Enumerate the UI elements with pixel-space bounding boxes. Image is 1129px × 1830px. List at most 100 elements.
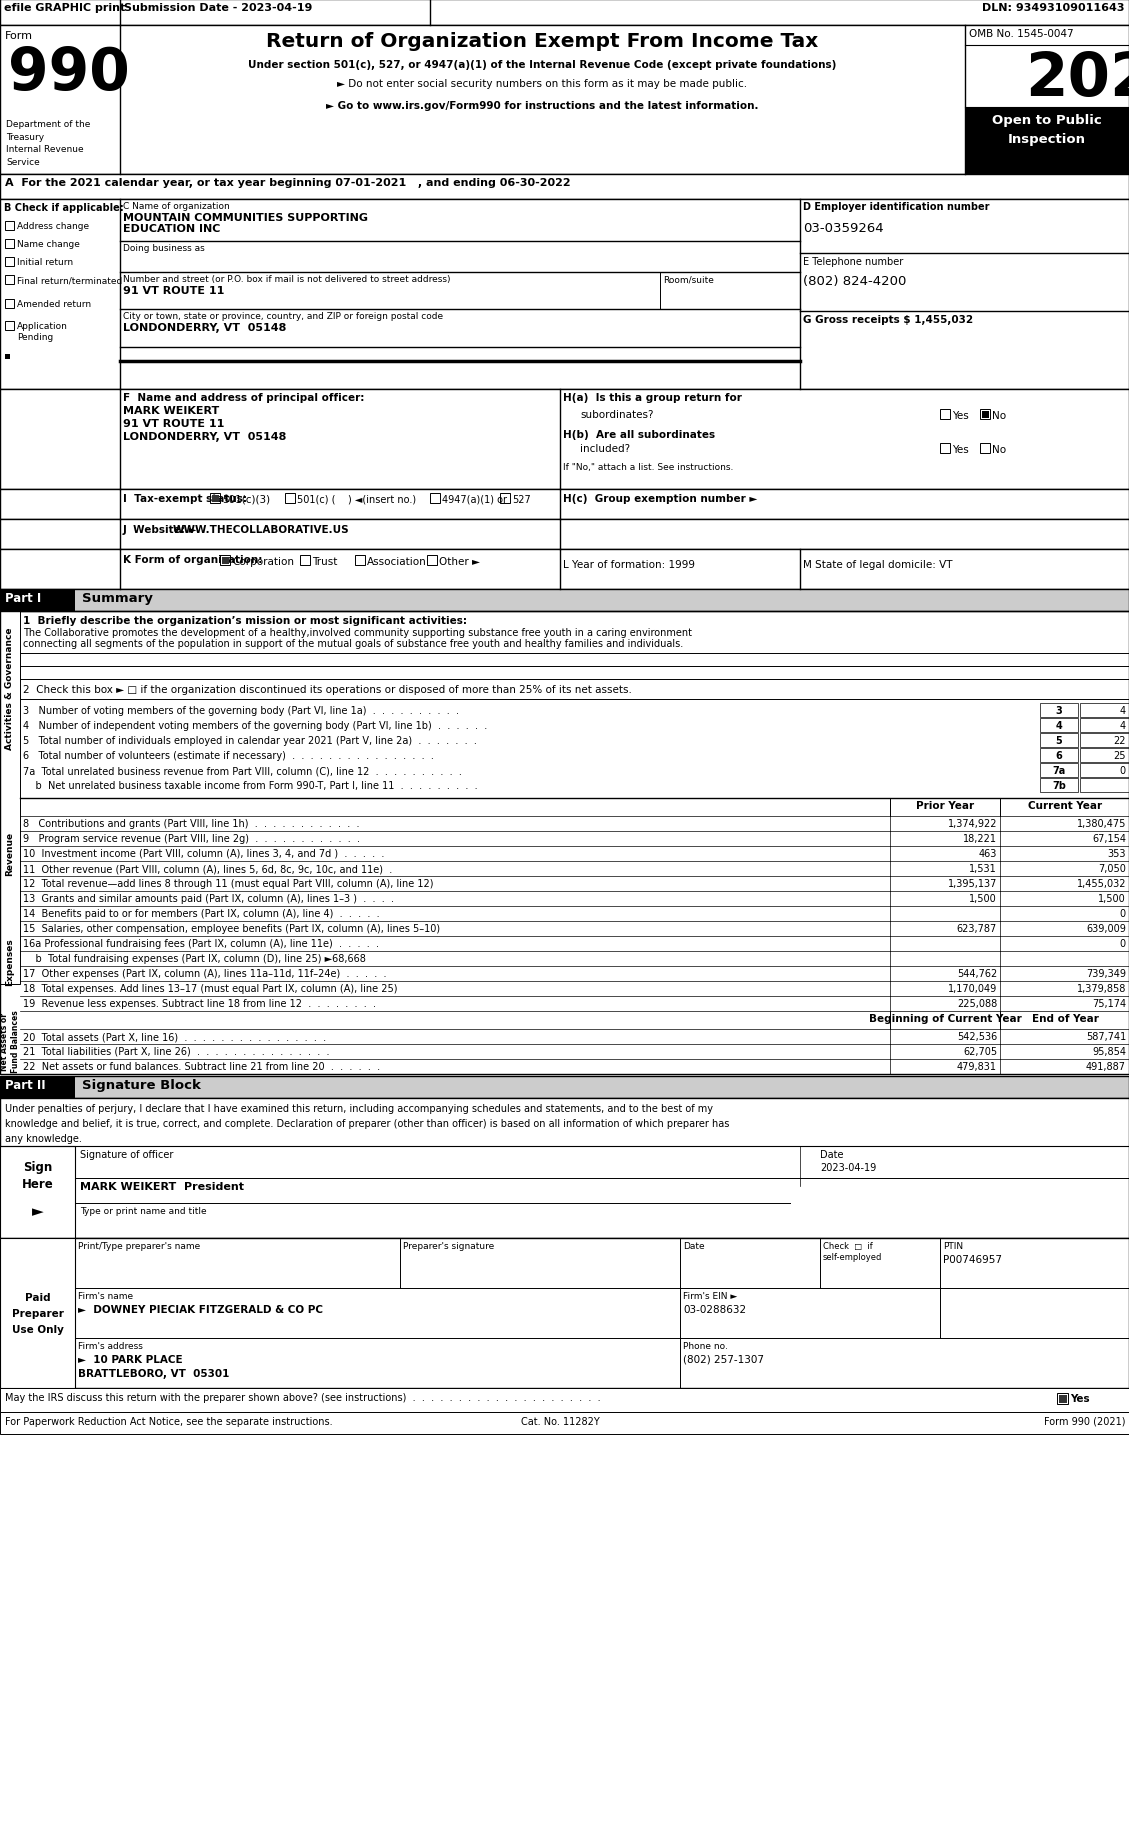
Text: P00746957: P00746957 [943,1254,1003,1265]
Bar [5,300,14,309]
Text: b  Net unrelated business taxable income from Form 990-T, Part I, line 11  .  . : b Net unrelated business taxable income … [23,781,478,791]
Text: 587,741: 587,741 [1086,1032,1126,1041]
Text: Current Year: Current Year [1027,800,1102,811]
Text: 0: 0 [1120,765,1126,776]
Bar [427,556,437,565]
Text: The Collaborative promotes the development of a healthy,involved community suppo: The Collaborative promotes the developme… [23,628,692,637]
Bar [0,611,20,985]
Bar [0,1239,1129,1389]
Text: Yes: Yes [952,445,969,454]
Bar [1080,734,1129,748]
Text: 8   Contributions and grants (Part VIII, line 1h)  .  .  .  .  .  .  .  .  .  . : 8 Contributions and grants (Part VIII, l… [23,818,359,829]
Text: 225,088: 225,088 [956,999,997,1008]
Text: Activities & Governance: Activities & Governance [6,628,15,750]
Bar [221,556,228,564]
Text: (802) 824-4200: (802) 824-4200 [803,274,907,287]
Text: EDUCATION INC: EDUCATION INC [123,223,220,234]
Bar [1040,748,1078,763]
Bar [0,0,1129,26]
Text: Room/suite: Room/suite [663,274,714,284]
Text: 12  Total revenue—add lines 8 through 11 (must equal Part VIII, column (A), line: 12 Total revenue—add lines 8 through 11 … [23,878,434,889]
Bar [1080,703,1129,717]
Text: 353: 353 [1108,849,1126,858]
Text: 463: 463 [979,849,997,858]
Text: included?: included? [580,443,630,454]
Text: ►  DOWNEY PIECIAK FITZGERALD & CO PC: ► DOWNEY PIECIAK FITZGERALD & CO PC [78,1305,323,1314]
Text: A  For the 2021 calendar year, or tax year beginning 07-01-2021   , and ending 0: A For the 2021 calendar year, or tax yea… [5,178,570,188]
Text: 95,854: 95,854 [1092,1047,1126,1056]
Text: 6   Total number of volunteers (estimate if necessary)  .  .  .  .  .  .  .  .  : 6 Total number of volunteers (estimate i… [23,750,434,761]
Text: 542,536: 542,536 [956,1032,997,1041]
Text: G Gross receipts $ 1,455,032: G Gross receipts $ 1,455,032 [803,315,973,324]
Bar [0,1146,75,1239]
Text: Number and street (or P.O. box if mail is not delivered to street address): Number and street (or P.O. box if mail i… [123,274,450,284]
Text: 4: 4 [1120,721,1126,730]
Text: 1,500: 1,500 [1099,893,1126,904]
Text: 16a Professional fundraising fees (Part IX, column (A), line 11e)  .  .  .  .  .: 16a Professional fundraising fees (Part … [23,939,379,948]
Bar [1057,1393,1068,1404]
Text: 75,174: 75,174 [1092,999,1126,1008]
Bar [5,240,14,249]
Text: 13  Grants and similar amounts paid (Part IX, column (A), lines 1–3 )  .  .  .  : 13 Grants and similar amounts paid (Part… [23,893,394,904]
Bar [0,1413,1129,1435]
Text: B Check if applicable:: B Check if applicable: [5,203,124,212]
Text: If "No," attach a list. See instructions.: If "No," attach a list. See instructions… [563,463,734,472]
Text: ► Go to www.irs.gov/Form990 for instructions and the latest information.: ► Go to www.irs.gov/Form990 for instruct… [326,101,759,112]
Text: D Employer identification number: D Employer identification number [803,201,989,212]
Bar [0,1076,75,1098]
Text: 1  Briefly describe the organization’s mission or most significant activities:: 1 Briefly describe the organization’s mi… [23,615,467,626]
Text: 18,221: 18,221 [963,833,997,844]
Text: 7b: 7b [1052,781,1066,791]
Text: 527: 527 [511,494,531,505]
Bar [220,556,230,565]
Text: 7a  Total unrelated business revenue from Part VIII, column (C), line 12  .  .  : 7a Total unrelated business revenue from… [23,765,462,776]
Text: 7a: 7a [1052,765,1066,776]
Text: M State of legal domicile: VT: M State of legal domicile: VT [803,560,953,569]
Text: Department of the
Treasury
Internal Revenue
Service: Department of the Treasury Internal Reve… [6,121,90,167]
Bar [0,549,1129,589]
Text: Yes: Yes [952,410,969,421]
Text: F  Name and address of principal officer:: F Name and address of principal officer: [123,393,365,403]
Bar [0,490,1129,520]
Text: K Form of organization:: K Form of organization: [123,554,262,565]
Text: LONDONDERRY, VT  05148: LONDONDERRY, VT 05148 [123,322,287,333]
Text: 22: 22 [1113,736,1126,745]
Text: 3: 3 [1056,706,1062,716]
Bar [981,412,989,419]
Text: Date: Date [820,1149,843,1160]
Text: 1,395,137: 1,395,137 [947,878,997,889]
Text: Paid
Preparer
Use Only: Paid Preparer Use Only [12,1292,64,1334]
Text: 1,380,475: 1,380,475 [1077,818,1126,829]
Text: No: No [992,445,1006,454]
Text: Phone no.: Phone no. [683,1341,728,1351]
Text: ►  10 PARK PLACE: ► 10 PARK PLACE [78,1354,183,1363]
Text: Firm's EIN ►: Firm's EIN ► [683,1292,737,1301]
Text: Association: Association [367,556,427,567]
Bar [980,443,990,454]
Text: Under section 501(c), 527, or 4947(a)(1) of the Internal Revenue Code (except pr: Under section 501(c), 527, or 4947(a)(1)… [247,60,837,70]
Bar [0,1076,1129,1098]
Bar [0,1098,1129,1239]
Text: Preparer's signature: Preparer's signature [403,1241,495,1250]
Bar [0,611,1129,1074]
Bar [5,221,14,231]
Text: 0: 0 [1120,939,1126,948]
Text: Prior Year: Prior Year [916,800,974,811]
Text: 1,531: 1,531 [970,864,997,873]
Text: ► Do not enter social security numbers on this form as it may be made public.: ► Do not enter social security numbers o… [336,79,747,90]
Text: 4   Number of independent voting members of the governing body (Part VI, line 1b: 4 Number of independent voting members o… [23,721,488,730]
Text: 9   Program service revenue (Part VIII, line 2g)  .  .  .  .  .  .  .  .  .  .  : 9 Program service revenue (Part VIII, li… [23,833,360,844]
Text: 7,050: 7,050 [1099,864,1126,873]
Text: 4947(a)(1) or: 4947(a)(1) or [441,494,507,505]
Text: 501(c) (    ) ◄(insert no.): 501(c) ( ) ◄(insert no.) [297,494,417,505]
Text: 544,762: 544,762 [956,968,997,979]
Text: Application
Pending: Application Pending [17,322,68,342]
Text: 19  Revenue less expenses. Subtract line 18 from line 12  .  .  .  .  .  .  .  .: 19 Revenue less expenses. Subtract line … [23,999,376,1008]
Text: Open to Public
Inspection: Open to Public Inspection [992,113,1102,146]
Bar [210,494,220,503]
Bar [1080,748,1129,763]
Text: 5: 5 [1056,736,1062,745]
Text: OMB No. 1545-0047: OMB No. 1545-0047 [969,29,1074,38]
Text: 739,349: 739,349 [1086,968,1126,979]
Bar [1080,778,1129,792]
